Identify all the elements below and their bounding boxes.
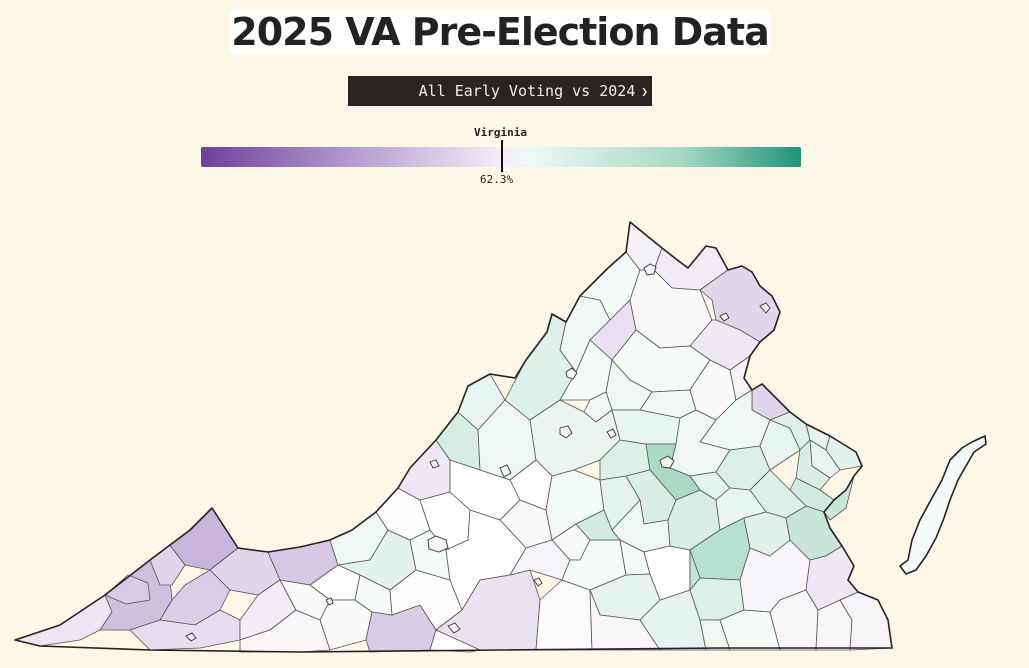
eastern-shore-outline — [899, 435, 987, 575]
county-mecklenburg[interactable] — [589, 589, 661, 651]
city-outline — [759, 302, 771, 314]
city-outline — [429, 459, 440, 469]
city-outline — [659, 455, 675, 469]
city-outline — [559, 425, 573, 439]
county-lee[interactable] — [14, 594, 113, 647]
legend-state-marker — [501, 140, 503, 172]
city-outline — [643, 263, 657, 276]
metric-dropdown[interactable]: All Early Voting vs 2024 ❯ — [348, 76, 652, 106]
city-outline — [719, 312, 730, 322]
city-outline — [185, 632, 197, 642]
city-outline — [499, 464, 512, 478]
legend-marker-label: Virginia — [474, 126, 527, 139]
chevron-down-icon: ❯ — [641, 84, 648, 98]
county-southside-central[interactable] — [689, 549, 701, 591]
county-carroll[interactable] — [319, 599, 373, 651]
city-outline — [606, 428, 617, 439]
county-wise[interactable] — [104, 574, 151, 605]
legend-marker-value: 62.3% — [480, 173, 514, 186]
city-outline — [447, 622, 461, 634]
county-accomack[interactable] — [899, 435, 987, 575]
city-outline — [565, 367, 578, 380]
page-title-text: 2025 VA Pre-Election Data — [229, 10, 771, 54]
metric-dropdown-value: All Early Voting vs 2024 — [418, 82, 636, 100]
city-outline — [533, 577, 543, 587]
city-outline — [427, 535, 449, 553]
county-halifax[interactable] — [535, 579, 593, 651]
city-outline — [325, 597, 334, 606]
page-title: 2025 VA Pre-Election Data — [0, 10, 1000, 54]
state-outline — [14, 221, 893, 653]
